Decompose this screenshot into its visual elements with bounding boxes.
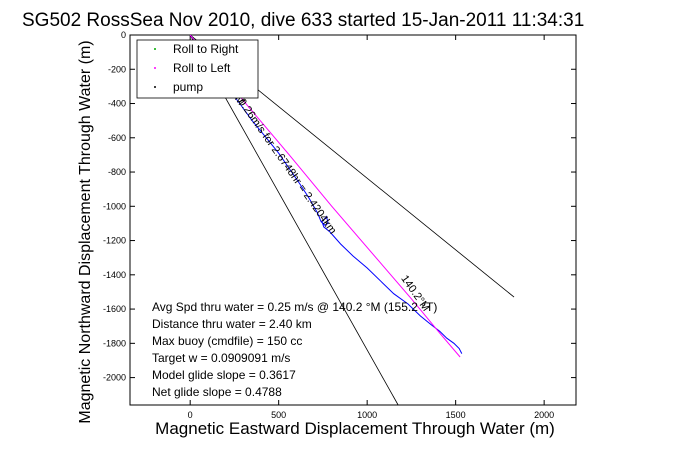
y-tick-label: -1800 <box>103 338 126 348</box>
legend-marker <box>154 86 156 88</box>
x-axis-label: Magnetic Eastward Displacement Through W… <box>155 419 555 438</box>
stats-line: Max buoy (cmdfile) = 150 cc <box>152 334 302 348</box>
y-tick-label: -200 <box>108 64 126 74</box>
y-tick-label: 0 <box>121 30 126 40</box>
x-tick-label: 1500 <box>446 410 466 420</box>
track-annotation: 0.26m/s for 2.6748hr = 2.4204km <box>236 97 339 237</box>
series-line <box>189 35 463 354</box>
y-tick-label: -1200 <box>103 236 126 246</box>
y-tick-label: -400 <box>108 99 126 109</box>
y-tick-label: -1600 <box>103 304 126 314</box>
plot-frame <box>129 34 577 406</box>
stats-line: Avg Spd thru water = 0.25 m/s @ 140.2 °M… <box>152 300 437 314</box>
legend-marker <box>154 67 156 69</box>
chart-title: SG502 RossSea Nov 2010, dive 633 started… <box>22 10 584 31</box>
y-tick-label: -1000 <box>103 201 126 211</box>
y-tick-label: -600 <box>108 133 126 143</box>
y-tick-label: -2000 <box>103 373 126 383</box>
x-tick-label: 1000 <box>357 410 377 420</box>
y-tick-label: -1400 <box>103 270 126 280</box>
stats-line: Net glide slope = 0.4788 <box>152 385 282 399</box>
stats-line: Distance thru water = 2.40 km <box>152 317 312 331</box>
y-axis-label: Magnetic Northward Displacement Through … <box>77 40 94 423</box>
legend-label: Roll to Right <box>173 42 239 56</box>
legend-label: pump <box>173 80 203 94</box>
y-tick-label: -800 <box>108 167 126 177</box>
legend: Roll to Right Roll to Left pump <box>136 39 259 99</box>
legend-label: Roll to Left <box>173 61 231 75</box>
stats-line: Target w = 0.0909091 m/s <box>152 351 290 365</box>
x-tick-label: 500 <box>271 410 286 420</box>
x-tick-label: 0 <box>188 410 193 420</box>
legend-marker <box>154 48 156 50</box>
x-tick-label: 2000 <box>534 410 554 420</box>
legend-box <box>136 39 259 99</box>
stats-line: Model glide slope = 0.3617 <box>152 368 296 382</box>
